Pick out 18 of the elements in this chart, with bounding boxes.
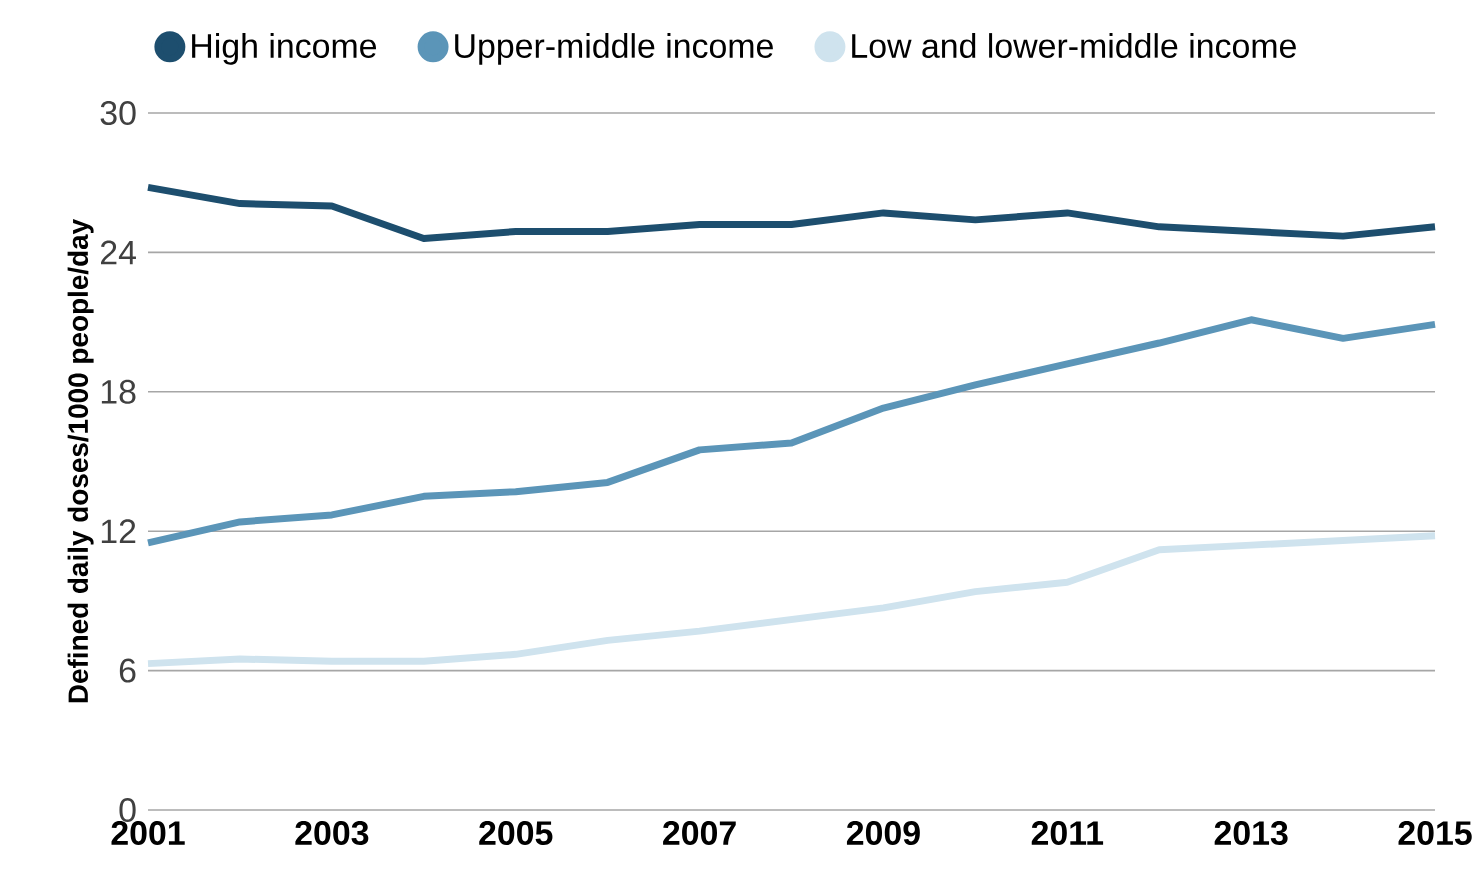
x-tick-label: 2009 [846,821,920,846]
x-tick-label: 2011 [1031,821,1104,846]
x-tick-label: 2013 [1214,821,1288,846]
legend-label: Low and lower-middle income [852,33,1296,58]
y-tick-label: 24 [101,240,136,265]
x-tick-label: 2007 [663,821,736,846]
x-tick-label: 2015 [1398,821,1472,846]
y-tick-label: 12 [101,519,136,544]
legend-label: High income [192,33,377,65]
x-tick-label: 2001 [111,821,185,846]
x-tick-label: 2003 [295,821,369,846]
y-axis-title: Defined daily doses/1000 people/day [67,219,94,703]
y-tick-label: 6 [119,658,136,683]
y-tick-label: 18 [101,379,136,404]
y-tick-label: 0 [119,798,136,822]
legend-label: Upper-middle income [455,33,773,65]
x-tick-label: 2005 [479,821,553,846]
y-tick-label: 30 [100,101,136,125]
